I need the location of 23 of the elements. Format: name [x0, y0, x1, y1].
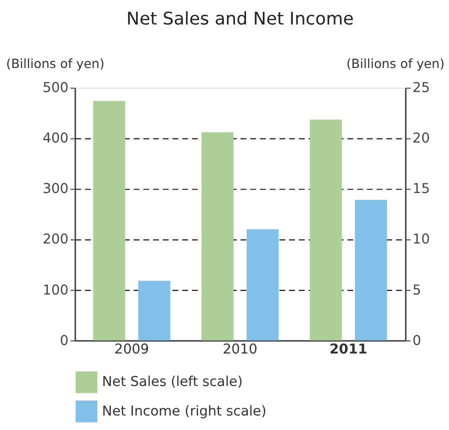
legend-label: Net Sales (left scale) [102, 374, 243, 390]
y2-axis-title: (Billions of yen) [346, 56, 445, 71]
bar [246, 229, 279, 340]
y-tick-label: 300 [42, 181, 69, 198]
y-tick-label: 0 [60, 332, 69, 349]
y-tick-label: 100 [42, 282, 69, 298]
y2-tick-label: 0 [412, 332, 422, 349]
legend-label: Net Income (right scale) [102, 403, 266, 420]
y-tick-label: 200 [42, 232, 69, 248]
x-tick-label: 2011 [329, 342, 368, 358]
y-axis-title: (Billions of yen) [6, 56, 104, 71]
bar [138, 280, 170, 340]
y-tick-label: 500 [42, 80, 69, 96]
chart-title: Net Sales and Net Income [126, 10, 354, 30]
y2-tick-label: 20 [412, 130, 430, 147]
y-tick-label: 400 [42, 130, 69, 147]
x-tick-label: 2009 [114, 342, 150, 358]
y2-tick-label: 5 [412, 282, 422, 298]
y2-tick-label: 15 [412, 181, 430, 198]
y2-tick-label: 25 [412, 80, 430, 96]
y2-tick-label: 10 [412, 232, 430, 248]
bar [354, 200, 387, 340]
x-tick-label: 2010 [222, 342, 258, 358]
